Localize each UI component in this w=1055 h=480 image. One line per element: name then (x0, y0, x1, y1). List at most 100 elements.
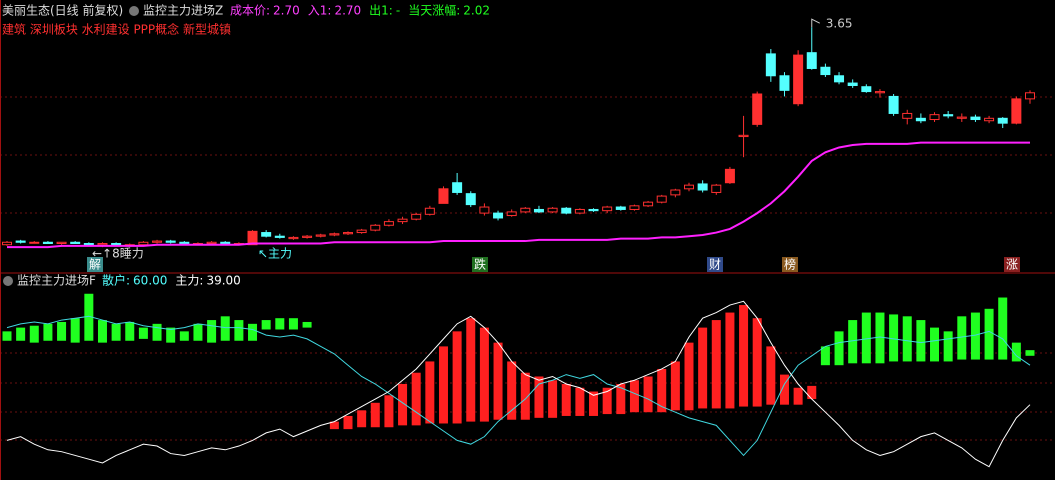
bar (875, 312, 885, 364)
bar (97, 320, 107, 343)
candle-body (956, 116, 967, 119)
candle-body (56, 241, 67, 244)
marker: 榜 (784, 257, 796, 272)
candle-body (97, 242, 108, 246)
candle-body (261, 232, 272, 237)
candle-body (274, 235, 285, 238)
candle-body (1025, 92, 1035, 100)
stat-label: 散户: (102, 273, 130, 288)
candle-body (984, 117, 995, 122)
bar (357, 410, 367, 428)
bar (752, 318, 762, 407)
stat-value: 2.02 (463, 4, 490, 18)
bar (602, 387, 612, 415)
bar (820, 346, 830, 366)
marker-box (87, 257, 103, 272)
candle-body (206, 241, 217, 244)
candle-body (465, 193, 476, 206)
bar (261, 320, 271, 330)
candle-body (111, 242, 122, 246)
candle-body (179, 241, 190, 244)
bar (643, 376, 653, 413)
marker: 财 (709, 258, 721, 272)
candle-body (656, 195, 667, 203)
bar (29, 325, 39, 343)
bar (248, 323, 258, 341)
bar (220, 316, 230, 341)
candle-body (724, 168, 735, 184)
bar (848, 320, 858, 364)
candle-body (684, 184, 694, 190)
note: ←↑8睡力 (92, 247, 144, 261)
stat-label: 当天涨幅: (408, 3, 460, 18)
candle-body (288, 236, 299, 240)
bar (452, 331, 462, 424)
candle-body (929, 114, 940, 121)
bar (84, 293, 94, 341)
candle-body (902, 112, 913, 119)
candle-body (874, 91, 885, 94)
candle-body (561, 207, 572, 214)
bar (125, 321, 135, 341)
bar (479, 327, 489, 422)
candle-body (138, 241, 149, 246)
stat-label: 出1: (369, 4, 393, 18)
bar (302, 321, 312, 328)
bar (234, 320, 244, 341)
bar (711, 320, 721, 409)
bar (57, 321, 67, 341)
candle-body (343, 232, 353, 235)
bar (957, 316, 967, 360)
candle-body (152, 240, 163, 243)
bar (193, 323, 203, 341)
candle-body (915, 117, 926, 122)
candle-body (547, 207, 558, 213)
candle-body (370, 224, 381, 231)
candle-body (997, 117, 1008, 124)
candle-body (329, 233, 340, 236)
candle-body (779, 75, 790, 91)
bar (384, 395, 394, 428)
bar (657, 368, 667, 413)
bar (179, 331, 189, 341)
candle-body (711, 184, 722, 193)
bar (561, 384, 571, 416)
candle-body (847, 82, 858, 86)
candle-body (70, 241, 81, 244)
candle-body (424, 207, 435, 215)
bar (1025, 350, 1035, 356)
bar (616, 384, 626, 415)
bar (807, 385, 817, 400)
stat-value: 2.70 (334, 4, 361, 18)
candle-body (438, 188, 449, 204)
bar (943, 331, 953, 362)
candle-body (602, 206, 613, 212)
candle-body (697, 183, 708, 191)
bar (16, 327, 26, 341)
candle-body (738, 134, 749, 138)
stat-label: 成本价: (230, 4, 270, 18)
bar (438, 346, 448, 424)
bar (589, 391, 599, 416)
candle-body (806, 52, 817, 69)
bar (793, 387, 803, 405)
candle-body (588, 208, 599, 212)
bar (288, 318, 298, 330)
marker-box (782, 257, 798, 272)
bar (70, 318, 80, 343)
indicator-line (6, 300, 1031, 468)
candle-body (943, 114, 954, 117)
bar (275, 318, 285, 330)
bar (520, 372, 530, 420)
candle-body (479, 206, 490, 214)
bar (111, 323, 121, 341)
candle-body (615, 206, 626, 210)
candle-body (765, 53, 776, 77)
candle-body (970, 116, 981, 121)
candle-body (493, 212, 504, 219)
bar (207, 320, 217, 343)
candle-body (2, 241, 12, 246)
bar (166, 327, 176, 343)
marker: 解 (89, 258, 101, 272)
